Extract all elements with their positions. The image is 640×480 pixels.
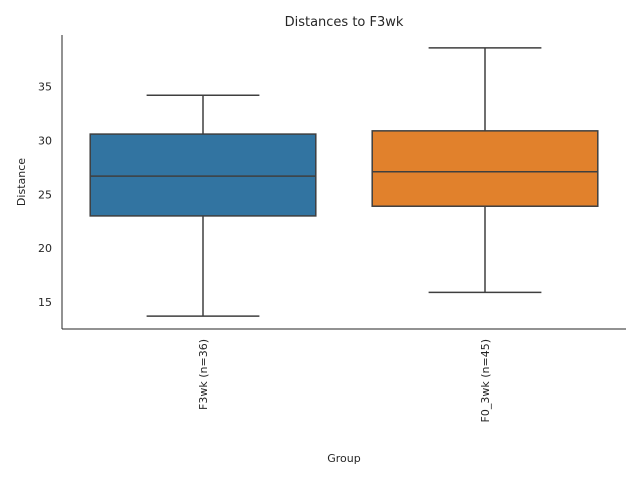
y-axis-ticks: 15 20 25 30 35 — [38, 81, 52, 309]
plot-area — [89, 47, 599, 317]
box-iqr — [371, 130, 599, 207]
x-axis-label: Group — [327, 452, 361, 465]
y-tick-label: 20 — [38, 242, 52, 255]
x-tick-label: F0_3wk (n=45) — [479, 339, 492, 422]
box-group — [89, 94, 317, 317]
x-tick-label: F3wk (n=36) — [197, 339, 210, 410]
y-tick-label: 25 — [38, 188, 52, 201]
x-axis-ticks: F3wk (n=36) F0_3wk (n=45) — [197, 339, 492, 422]
y-tick-label: 35 — [38, 81, 52, 94]
box-iqr — [89, 133, 317, 217]
chart-title: Distances to F3wk — [285, 15, 404, 30]
y-tick-label: 15 — [38, 296, 52, 309]
box-group — [371, 47, 599, 294]
y-tick-label: 30 — [38, 135, 52, 148]
y-axis-label: Distance — [15, 158, 28, 206]
